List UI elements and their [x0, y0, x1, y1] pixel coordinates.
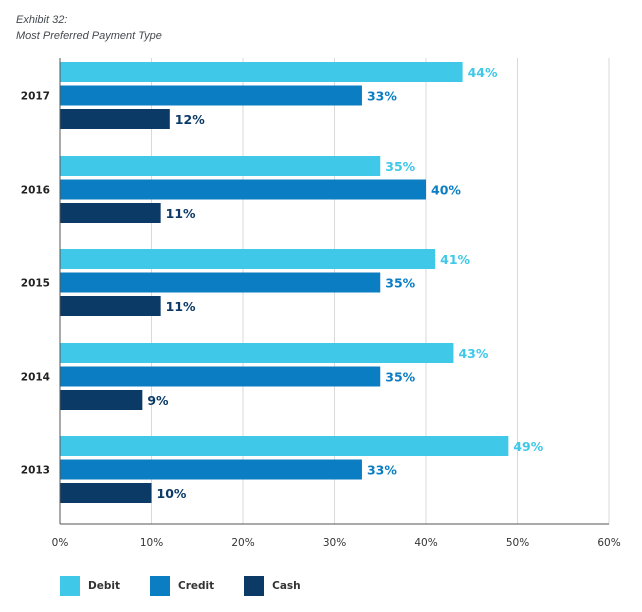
bar-cash	[60, 203, 161, 223]
bar-cash	[60, 109, 170, 129]
bar-debit	[60, 436, 509, 456]
y-category-label: 2016	[21, 185, 50, 197]
data-label: 49%	[513, 439, 543, 454]
legend-item-credit: Credit	[149, 576, 215, 596]
data-label: 12%	[175, 112, 205, 127]
bar-credit	[60, 179, 426, 200]
legend-label-cash: Cash	[272, 580, 301, 592]
data-label: 11%	[166, 206, 196, 221]
legend-item-debit: Debit	[60, 576, 120, 596]
bar-chart: 0% 10% 20% 30% 40% 50% 60% 2017 44% 33% 12% 2016 35%…	[21, 58, 621, 549]
bar-debit	[60, 62, 463, 82]
data-label: 11%	[166, 299, 196, 314]
data-label: 44%	[468, 65, 498, 80]
legend-label-credit: Credit	[177, 580, 215, 592]
y-category-label: 2013	[21, 465, 50, 477]
bar-debit	[60, 156, 381, 176]
data-label: 35%	[385, 159, 415, 174]
x-tick-label: 40%	[414, 537, 437, 549]
data-label: 35%	[385, 370, 415, 385]
x-tick-label: 60%	[597, 537, 620, 549]
x-tick-label: 20%	[231, 537, 254, 549]
legend-swatch-cash	[244, 576, 265, 596]
data-label: 9%	[147, 393, 169, 408]
x-tick-label: 10%	[140, 537, 163, 549]
legend-item-cash: Cash	[244, 576, 301, 596]
data-label: 40%	[431, 183, 461, 198]
legend: Debit Credit Cash	[60, 576, 331, 596]
exhibit-number: Exhibit 32:	[16, 14, 68, 26]
bar-cash	[60, 390, 143, 410]
data-label: 10%	[157, 486, 187, 501]
data-label: 33%	[367, 89, 397, 104]
chart-title: Most Preferred Payment Type	[16, 30, 162, 42]
bar-cash	[60, 296, 161, 316]
y-category-label: 2017	[21, 91, 50, 103]
bar-debit	[60, 343, 454, 363]
legend-swatch-debit	[60, 576, 80, 596]
bar-credit	[60, 85, 362, 106]
y-category-label: 2015	[21, 278, 50, 290]
bar-credit	[60, 272, 381, 293]
bar-credit	[60, 366, 381, 387]
bar-debit	[60, 249, 436, 269]
x-tick-label: 30%	[323, 537, 346, 549]
x-tick-label: 0%	[52, 537, 69, 549]
legend-label-debit: Debit	[88, 580, 120, 592]
data-label: 43%	[458, 346, 488, 361]
data-label: 33%	[367, 463, 397, 478]
x-tick-label: 50%	[506, 537, 529, 549]
data-label: 41%	[440, 252, 470, 267]
legend-swatch-credit	[149, 576, 170, 596]
bar-cash	[60, 483, 152, 503]
data-label: 35%	[385, 276, 415, 291]
bar-credit	[60, 459, 362, 480]
chart-header: Exhibit 32: Most Preferred Payment Type	[16, 12, 162, 44]
y-category-label: 2014	[21, 372, 50, 384]
